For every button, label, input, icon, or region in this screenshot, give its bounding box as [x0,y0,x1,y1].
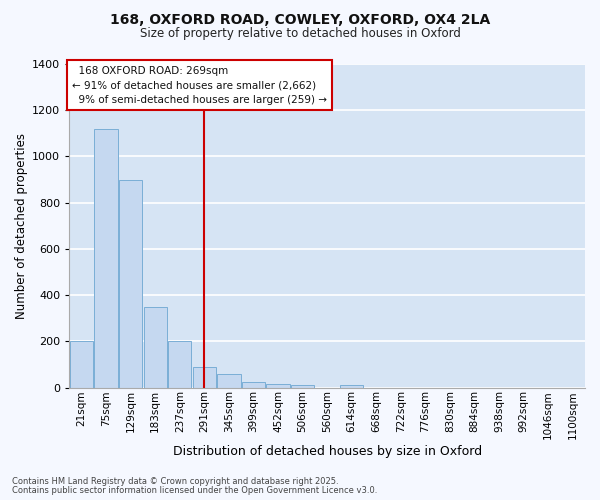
Text: Contains public sector information licensed under the Open Government Licence v3: Contains public sector information licen… [12,486,377,495]
Bar [242,382,265,388]
Bar [217,374,241,388]
Bar [340,385,364,388]
X-axis label: Distribution of detached houses by size in Oxford: Distribution of detached houses by size … [173,444,482,458]
Bar [119,180,142,388]
Bar [143,306,167,388]
Bar [266,384,290,388]
Text: 168, OXFORD ROAD, COWLEY, OXFORD, OX4 2LA: 168, OXFORD ROAD, COWLEY, OXFORD, OX4 2L… [110,12,490,26]
Bar [193,366,216,388]
Bar [291,385,314,388]
Text: Size of property relative to detached houses in Oxford: Size of property relative to detached ho… [140,28,460,40]
Text: Contains HM Land Registry data © Crown copyright and database right 2025.: Contains HM Land Registry data © Crown c… [12,477,338,486]
Text: 168 OXFORD ROAD: 269sqm
← 91% of detached houses are smaller (2,662)
  9% of sem: 168 OXFORD ROAD: 269sqm ← 91% of detache… [72,66,327,105]
Bar [94,128,118,388]
Bar [168,342,191,388]
Y-axis label: Number of detached properties: Number of detached properties [15,133,28,319]
Bar [70,342,93,388]
